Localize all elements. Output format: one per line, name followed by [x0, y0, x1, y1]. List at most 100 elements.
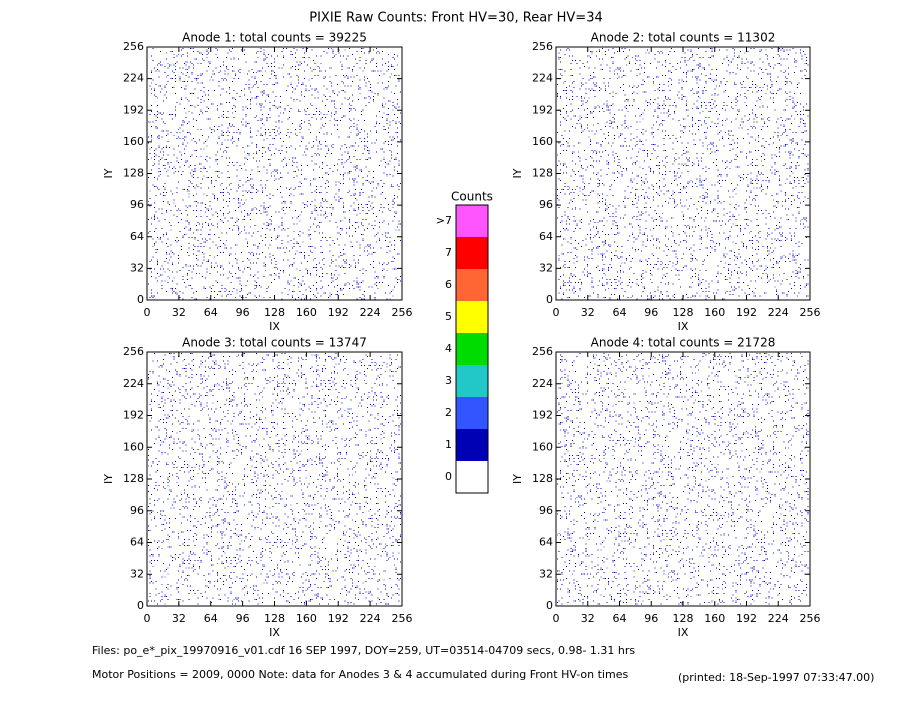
colorbar-label: 5 — [445, 310, 452, 323]
x-tick-label: 64 — [613, 612, 627, 625]
panel-title: Anode 2: total counts = 11302 — [591, 31, 776, 45]
y-tick-label: 192 — [123, 409, 144, 422]
x-axis-label: IX — [269, 320, 280, 333]
x-axis-label: IX — [678, 626, 689, 639]
count-texture — [148, 354, 401, 605]
y-tick-label: 32 — [539, 261, 553, 274]
x-tick-label: 160 — [296, 306, 317, 319]
y-tick-label: 96 — [539, 198, 553, 211]
plot-frame — [146, 351, 403, 607]
y-tick-label: 256 — [123, 40, 144, 53]
x-tick-label: 96 — [644, 612, 658, 625]
y-tick-label: 256 — [532, 40, 553, 53]
y-tick-label: 224 — [532, 72, 553, 85]
x-tick-label: 256 — [392, 612, 413, 625]
colorbar-label: 2 — [445, 406, 452, 419]
panel-title: Anode 3: total counts = 13747 — [182, 336, 367, 350]
colorbar-title: Counts — [451, 190, 493, 204]
x-tick-label: 224 — [768, 612, 789, 625]
colorbar-swatch — [456, 333, 488, 365]
x-tick-label: 128 — [264, 306, 285, 319]
colorbar-swatch — [456, 301, 488, 333]
y-tick-label: 32 — [130, 567, 144, 580]
colorbar-label: >7 — [436, 214, 452, 227]
colorbar-label: 1 — [445, 438, 452, 451]
y-tick-label: 160 — [123, 135, 144, 148]
colorbar-label: 7 — [445, 246, 452, 259]
y-tick-label: 128 — [532, 167, 553, 180]
x-tick-label: 160 — [704, 306, 725, 319]
x-tick-label: 256 — [800, 306, 821, 319]
panel-title: Anode 1: total counts = 39225 — [182, 31, 367, 45]
y-tick-label: 256 — [532, 345, 553, 358]
footer-files: Files: po_e*_pix_19970916_v01.cdf 16 SEP… — [92, 644, 635, 657]
x-tick-label: 256 — [800, 612, 821, 625]
y-tick-label: 0 — [137, 293, 144, 306]
x-tick-label: 128 — [673, 306, 694, 319]
x-axis-label: IX — [678, 320, 689, 333]
y-tick-label: 224 — [123, 72, 144, 85]
x-tick-label: 256 — [392, 306, 413, 319]
x-tick-label: 192 — [328, 306, 349, 319]
count-texture — [148, 353, 401, 605]
colorbar-swatch — [456, 205, 488, 237]
x-tick-label: 224 — [360, 306, 381, 319]
footer-printed: (printed: 18-Sep-1997 07:33:47.00) — [678, 671, 874, 684]
y-tick-label: 160 — [123, 440, 144, 453]
x-tick-label: 64 — [613, 306, 627, 319]
x-tick-label: 0 — [144, 612, 151, 625]
x-tick-label: 192 — [736, 612, 757, 625]
y-tick-label: 32 — [539, 567, 553, 580]
y-tick-label: 64 — [539, 536, 553, 549]
x-tick-label: 192 — [328, 612, 349, 625]
x-tick-label: 224 — [768, 306, 789, 319]
x-tick-label: 128 — [264, 612, 285, 625]
colorbar-label: 4 — [445, 342, 452, 355]
y-axis-label: IY — [102, 474, 115, 484]
y-tick-label: 224 — [123, 377, 144, 390]
footer-motor: Motor Positions = 2009, 0000 Note: data … — [92, 668, 628, 681]
y-tick-label: 160 — [532, 440, 553, 453]
y-tick-label: 64 — [130, 230, 144, 243]
colorbar-swatch — [456, 269, 488, 301]
colorbar-label: 6 — [445, 278, 452, 291]
count-texture — [557, 49, 806, 298]
x-axis-label: IX — [269, 626, 280, 639]
y-tick-label: 256 — [123, 345, 144, 358]
x-tick-label: 0 — [144, 306, 151, 319]
colorbar-label: 3 — [445, 374, 452, 387]
y-axis-label: IY — [511, 168, 524, 178]
y-axis-label: IY — [511, 474, 524, 484]
y-tick-label: 0 — [137, 599, 144, 612]
plot-frame — [555, 351, 811, 607]
x-tick-label: 224 — [360, 612, 381, 625]
count-texture — [557, 353, 809, 605]
colorbar-swatch — [456, 461, 488, 493]
x-tick-label: 96 — [644, 306, 658, 319]
colorbar-label: 0 — [445, 470, 452, 483]
count-texture — [557, 353, 809, 602]
x-tick-label: 64 — [204, 612, 218, 625]
y-tick-label: 96 — [130, 504, 144, 517]
y-tick-label: 160 — [532, 135, 553, 148]
x-tick-label: 160 — [704, 612, 725, 625]
colorbar-swatch — [456, 365, 488, 397]
colorbar-swatch — [456, 429, 488, 461]
x-tick-label: 32 — [581, 306, 595, 319]
x-tick-label: 96 — [236, 612, 250, 625]
y-tick-label: 64 — [539, 230, 553, 243]
count-texture — [148, 48, 401, 300]
y-axis-label: IY — [102, 168, 115, 178]
colorbar-frame — [455, 204, 489, 494]
y-tick-label: 64 — [130, 536, 144, 549]
x-tick-label: 32 — [581, 612, 595, 625]
y-tick-label: 32 — [130, 261, 144, 274]
count-texture — [557, 48, 809, 300]
x-tick-label: 0 — [553, 612, 560, 625]
x-tick-label: 96 — [236, 306, 250, 319]
y-tick-label: 192 — [123, 103, 144, 116]
y-tick-label: 192 — [532, 409, 553, 422]
y-tick-label: 96 — [539, 504, 553, 517]
y-tick-label: 0 — [546, 599, 553, 612]
